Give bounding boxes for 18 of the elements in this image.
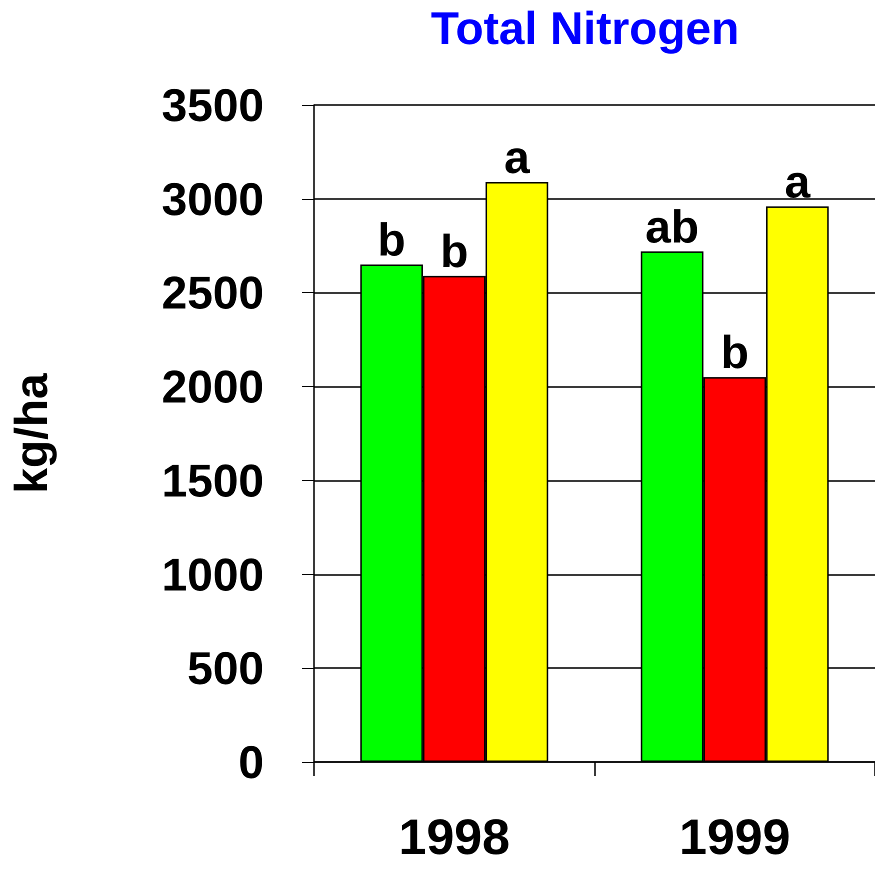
data-label: ab [645,200,699,252]
y-tick-label: 500 [187,642,264,694]
x-tick-label: 1999 [679,809,790,865]
data-label: b [378,214,406,266]
data-label: a [504,130,530,183]
data-label: b [720,326,749,378]
data-label: b [440,224,468,277]
y-tick-label: 2500 [162,266,264,319]
y-tick-label: 3000 [162,172,264,225]
y-tick-label: 1500 [162,454,264,506]
y-tick-label: 2000 [162,360,264,413]
y-tick-label: 3500 [162,79,264,131]
x-tick-label: 1998 [398,809,510,865]
y-tick-label: 1000 [162,548,264,600]
y-tick-label: 0 [238,736,264,788]
y-axis-title: kg/ha [5,373,57,494]
chart-title: Total Nitrogen [430,2,740,54]
data-label: a [784,155,811,208]
